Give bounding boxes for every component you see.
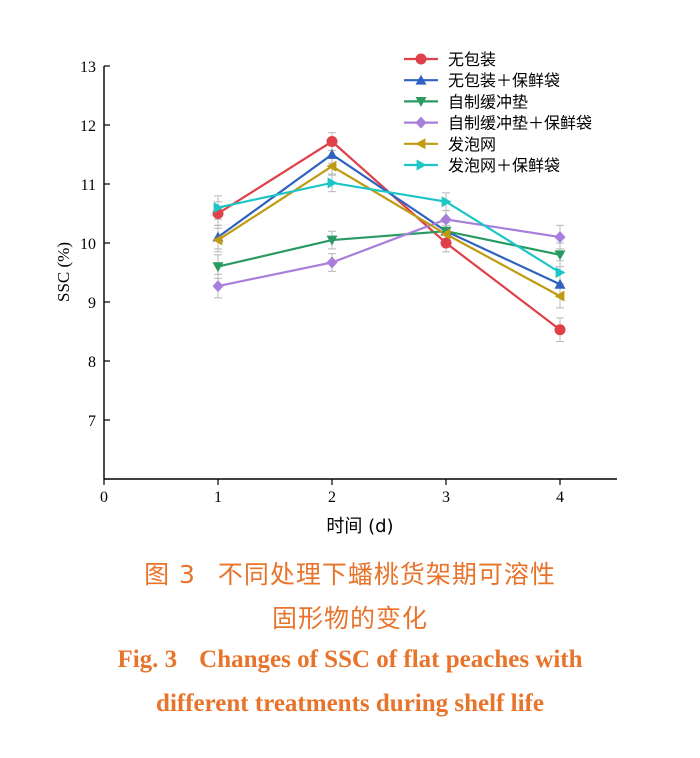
caption-cn-title: 不同处理下蟠桃货架期可溶性: [217, 560, 556, 589]
legend-label: 发泡网＋保鲜袋: [448, 156, 560, 175]
legend-marker: [415, 138, 426, 150]
legend-label: 无包装＋保鲜袋: [448, 71, 560, 90]
series-line-6: [217, 181, 561, 274]
data-point: [441, 196, 452, 208]
data-point: [440, 237, 452, 249]
caption-en-line1: Fig. 3 Changes of SSC of flat peaches wit…: [0, 646, 700, 674]
legend-label: 发泡网: [448, 135, 496, 154]
x-axis-label: 时间 (d): [326, 516, 393, 537]
legend-label: 自制缓冲垫＋保鲜袋: [448, 114, 592, 133]
legend-label: 无包装: [448, 50, 496, 69]
caption-en-label: Fig. 3: [117, 646, 178, 673]
y-axis-label: SSC (%): [54, 242, 73, 302]
data-point: [326, 160, 337, 172]
data-point: [326, 256, 338, 269]
data-point: [326, 235, 338, 246]
data-point: [326, 149, 338, 159]
x-tick-label: 4: [556, 489, 564, 506]
data-point: [212, 262, 224, 273]
series-line-3: [217, 230, 561, 268]
legend-marker: [415, 116, 427, 129]
y-tick-label: 12: [80, 118, 96, 135]
y-tick-label: 9: [88, 295, 96, 312]
data-point: [212, 280, 224, 293]
legend-marker: [415, 74, 427, 85]
series-markers: [212, 136, 566, 336]
series-line-4: [217, 218, 561, 288]
x-tick-label: 0: [100, 489, 108, 506]
data-point: [212, 234, 223, 246]
data-point: [326, 136, 338, 148]
y-tick-label: 7: [88, 413, 96, 430]
data-point: [327, 177, 338, 189]
data-point: [440, 213, 452, 226]
data-point: [554, 278, 566, 289]
data-point: [440, 228, 451, 240]
series-line-5: [217, 165, 561, 298]
data-point: [554, 231, 566, 244]
legend-marker: [416, 159, 427, 171]
x-tick-label: 3: [442, 489, 450, 506]
data-point: [213, 202, 224, 214]
legend-marker: [415, 53, 427, 65]
caption-en-line2: different treatments during shelf life: [156, 690, 544, 717]
x-tick-label: 1: [214, 489, 222, 506]
data-point: [554, 324, 566, 336]
x-tick-label: 2: [328, 489, 336, 506]
y-tick-label: 13: [80, 59, 96, 76]
data-point: [554, 250, 566, 261]
caption-cn-line2: 固形物的变化: [271, 604, 428, 633]
y-tick-label: 11: [81, 177, 96, 194]
legend-label: 自制缓冲垫: [448, 92, 528, 111]
caption-cn-line1: 图 3 不同处理下蟠桃货架期可溶性: [0, 555, 700, 591]
data-point: [555, 267, 566, 278]
caption-cn-label: 图 3: [144, 560, 196, 589]
legend-marker: [415, 97, 427, 107]
caption-en-title: Changes of SSC of flat peaches with: [199, 646, 583, 673]
y-tick-label: 8: [88, 354, 96, 371]
series-lines: [217, 140, 561, 331]
data-point: [554, 290, 565, 302]
y-tick-label: 10: [80, 236, 96, 253]
